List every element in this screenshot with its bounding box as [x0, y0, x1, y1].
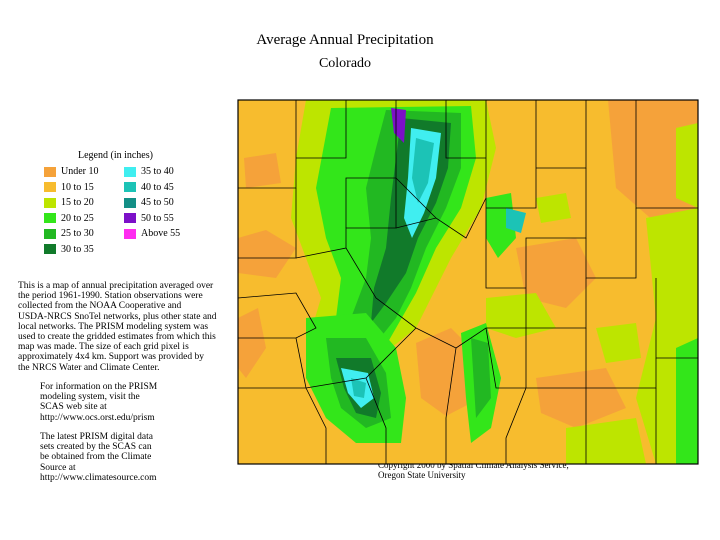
zone-15-to-20 [536, 193, 571, 223]
legend-item: 20 to 25 [44, 211, 99, 227]
county-boundaries [237, 100, 698, 464]
legend-swatch [44, 244, 56, 255]
legend-item: 40 to 45 [124, 180, 180, 196]
zone-40-to-45 [412, 138, 434, 203]
legend-item: Above 55 [124, 226, 180, 242]
legend-swatch [44, 213, 56, 224]
legend-swatch [124, 228, 136, 239]
zone-15-to-20 [486, 293, 556, 338]
zone-under-10 [238, 230, 296, 278]
data-source-note: The latest PRISM digital data sets creat… [40, 432, 157, 483]
zone-under-10 [416, 328, 476, 416]
zone-15-to-20 [676, 123, 698, 208]
zone-50-to-55 [391, 108, 406, 143]
legend-swatch [44, 228, 56, 239]
map-title: Average Annual Precipitation [256, 32, 434, 48]
precipitation-zones [238, 100, 698, 464]
legend-title: Legend (in inches) [78, 150, 153, 161]
legend-swatch [124, 166, 136, 177]
copyright-notice: Copyright 2000 by Spatial Climate Analys… [378, 460, 569, 481]
legend-swatch [124, 182, 136, 193]
zone-under-10 [516, 238, 596, 308]
zone-under-10 [238, 308, 266, 378]
zone-25-to-30 [471, 338, 491, 418]
precipitation-map [237, 99, 699, 465]
legend-swatch [44, 166, 56, 177]
legend-item: 25 to 30 [44, 226, 99, 242]
legend-item: 30 to 35 [44, 242, 99, 258]
zone-40-to-45 [506, 208, 526, 233]
zone-under-10 [244, 153, 281, 188]
state-border [237, 99, 699, 465]
zone-under-10 [536, 368, 626, 428]
zone-under-10 [608, 100, 698, 223]
legend-column-left: Under 10 10 to 15 15 to 20 20 to 25 25 t… [44, 164, 99, 257]
legend-swatch [124, 197, 136, 208]
legend-swatch [44, 182, 56, 193]
map-subtitle: Colorado [318, 56, 372, 71]
zone-40-to-45 [351, 378, 366, 398]
legend-item: 45 to 50 [124, 195, 180, 211]
legend-item: Under 10 [44, 164, 99, 180]
legend-item: 10 to 15 [44, 180, 99, 196]
legend-item: 35 to 40 [124, 164, 180, 180]
zone-15-to-20 [596, 323, 641, 363]
zone-20-to-25 [676, 338, 698, 464]
legend-swatch [44, 197, 56, 208]
legend-swatch [124, 213, 136, 224]
prism-info: For information on the PRISM modeling sy… [40, 382, 158, 423]
legend-column-right: 35 to 40 40 to 45 45 to 50 50 to 55 Abov… [124, 164, 180, 242]
map-description: This is a map of annual precipitation av… [18, 281, 217, 373]
legend-item: 50 to 55 [124, 211, 180, 227]
legend-item: 15 to 20 [44, 195, 99, 211]
